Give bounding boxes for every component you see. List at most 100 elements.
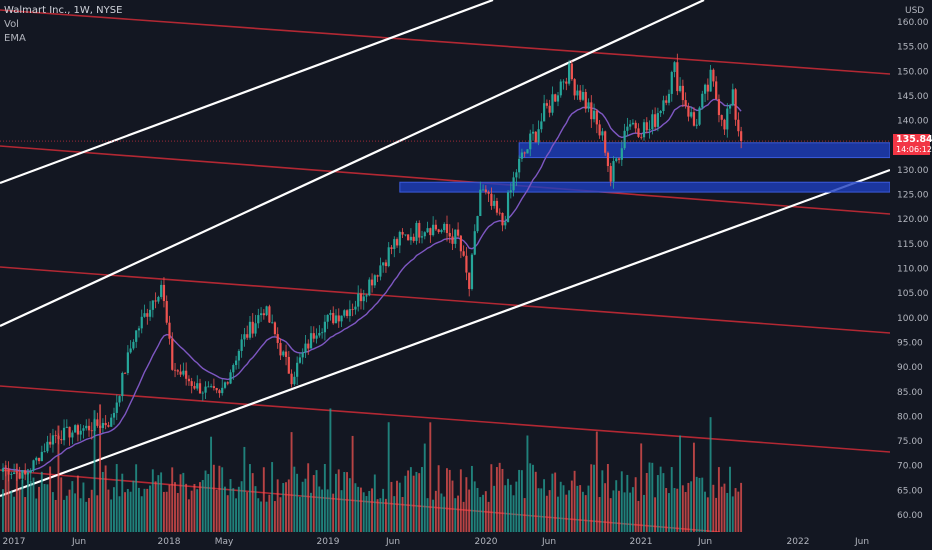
candle-body bbox=[182, 370, 185, 375]
symbol-title[interactable]: Walmart Inc., 1W, NYSE bbox=[4, 5, 123, 16]
volume-bar bbox=[634, 477, 637, 532]
y-tick-label: 140.00 bbox=[897, 117, 929, 127]
volume-bar bbox=[199, 482, 201, 532]
volume-bar bbox=[446, 468, 448, 532]
candle-body bbox=[282, 351, 285, 356]
candle-body bbox=[21, 470, 24, 479]
volume-bar bbox=[412, 475, 415, 532]
volume-bar bbox=[254, 486, 257, 532]
candle-body bbox=[670, 72, 673, 94]
volume-bar bbox=[379, 498, 382, 532]
volume-bar bbox=[548, 490, 551, 532]
candle-body bbox=[4, 468, 7, 470]
candle-body bbox=[540, 121, 543, 130]
volume-legend[interactable]: Vol bbox=[4, 19, 19, 30]
candle-body bbox=[609, 166, 612, 182]
volume-bar bbox=[268, 494, 271, 532]
candle-body bbox=[332, 312, 335, 324]
volume-bar bbox=[396, 480, 398, 532]
volume-bar bbox=[204, 470, 207, 532]
candle-body bbox=[287, 356, 290, 374]
volume-bar bbox=[171, 467, 174, 532]
candle-body bbox=[229, 372, 232, 384]
channel-line-red-0 bbox=[0, 9, 891, 75]
candle-body bbox=[484, 189, 487, 193]
candle-body bbox=[190, 381, 193, 386]
candle-body bbox=[437, 229, 440, 233]
volume-bar bbox=[498, 462, 501, 532]
candle-body bbox=[54, 435, 57, 437]
volume-bar bbox=[218, 465, 221, 532]
volume-bar bbox=[692, 442, 695, 532]
volume-bar bbox=[598, 497, 601, 532]
volume-bar bbox=[423, 443, 426, 532]
volume-bar bbox=[482, 494, 484, 532]
volume-bar bbox=[737, 491, 740, 532]
volume-bar bbox=[637, 500, 640, 532]
volume-bar bbox=[373, 474, 376, 532]
volume-bar bbox=[212, 464, 215, 532]
volume-bar bbox=[712, 484, 715, 532]
volume-bar bbox=[46, 484, 49, 532]
volume-bar bbox=[351, 435, 354, 532]
candle-body bbox=[537, 129, 540, 143]
volume-bar bbox=[35, 498, 38, 532]
volume-bar bbox=[426, 498, 429, 532]
candle-body bbox=[40, 451, 43, 462]
volume-bar bbox=[357, 486, 360, 532]
candle-body bbox=[301, 352, 304, 358]
trend-line-white-1 bbox=[0, 0, 705, 327]
volume-bar bbox=[706, 497, 709, 532]
candle-body bbox=[701, 93, 704, 108]
candle-body bbox=[62, 427, 66, 441]
candle-body bbox=[634, 122, 637, 129]
volume-bar bbox=[543, 479, 546, 532]
volume-bar bbox=[348, 478, 351, 532]
volume-bar bbox=[529, 463, 532, 532]
volume-bar bbox=[207, 473, 210, 532]
y-tick-label: 95.00 bbox=[897, 338, 923, 348]
x-tick-label: 2019 bbox=[317, 537, 340, 547]
candle-body bbox=[110, 417, 113, 427]
volume-bar bbox=[293, 466, 296, 532]
volume-bar bbox=[285, 482, 287, 532]
candle-body bbox=[554, 94, 557, 102]
y-tick-label: 70.00 bbox=[897, 462, 923, 472]
candle-body bbox=[71, 432, 74, 438]
candle-body bbox=[165, 301, 168, 323]
y-tick-label: 60.00 bbox=[897, 511, 923, 521]
candle-body bbox=[204, 386, 207, 393]
volume-bar bbox=[343, 471, 346, 532]
volume-bar bbox=[457, 495, 459, 532]
candle-body bbox=[251, 321, 254, 334]
candle-body bbox=[384, 262, 388, 267]
candle-body bbox=[362, 296, 365, 302]
volume-bar bbox=[143, 488, 146, 532]
volume-bar bbox=[723, 483, 726, 532]
candle-body bbox=[584, 92, 587, 109]
volume-bar bbox=[190, 490, 193, 532]
volume-bar bbox=[337, 469, 340, 532]
candle-body bbox=[76, 425, 80, 435]
candle-body bbox=[642, 122, 646, 138]
candle-body bbox=[481, 189, 485, 191]
volume-bar bbox=[157, 475, 160, 532]
volume-bar bbox=[57, 425, 60, 532]
volume-bar bbox=[4, 465, 7, 532]
candle-body bbox=[565, 81, 568, 84]
volume-bar bbox=[251, 473, 254, 532]
volume-bar bbox=[124, 492, 126, 532]
ema-legend[interactable]: EMA bbox=[4, 33, 26, 44]
volume-bar bbox=[193, 483, 196, 532]
candle-body bbox=[370, 279, 374, 286]
candle-body bbox=[615, 158, 618, 162]
candle-body bbox=[592, 110, 596, 120]
candle-body bbox=[418, 222, 421, 238]
candle-body bbox=[93, 419, 96, 432]
volume-bar bbox=[465, 477, 468, 532]
volume-bar bbox=[49, 466, 52, 532]
candle-body bbox=[604, 131, 607, 153]
volume-bar bbox=[620, 471, 623, 532]
